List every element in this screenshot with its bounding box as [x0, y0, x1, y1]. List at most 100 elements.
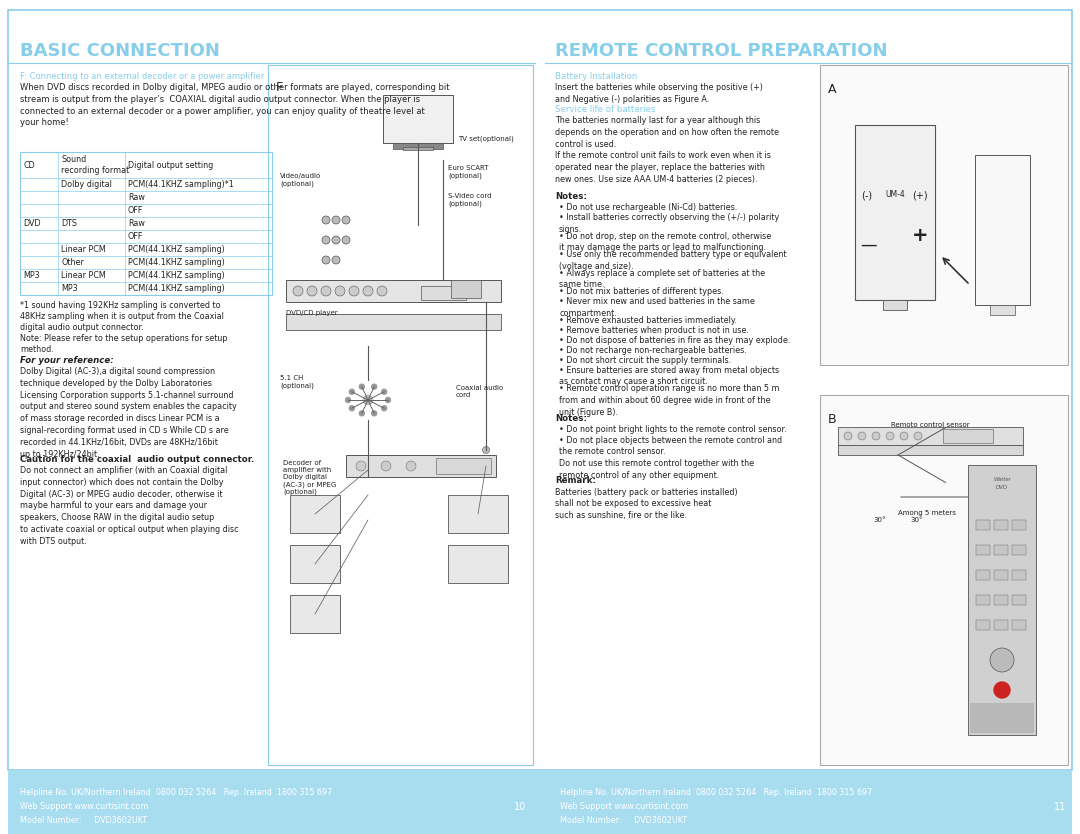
- Text: • Do not mix batteries of different types.: • Do not mix batteries of different type…: [559, 287, 724, 296]
- Circle shape: [363, 395, 373, 405]
- Text: Sound
recording format: Sound recording format: [60, 155, 130, 175]
- Bar: [286, 280, 501, 302]
- Circle shape: [990, 648, 1014, 672]
- Text: When DVD discs recorded in Dolby digital, MPEG audio or other formats are played: When DVD discs recorded in Dolby digital…: [21, 83, 449, 128]
- Text: For your reference:: For your reference:: [21, 356, 113, 365]
- Text: 11: 11: [1054, 802, 1066, 812]
- Bar: [448, 495, 508, 533]
- Text: REMOTE CONTROL PREPARATION: REMOTE CONTROL PREPARATION: [555, 42, 888, 60]
- Text: UM-4: UM-4: [886, 190, 905, 199]
- Bar: [838, 427, 1023, 445]
- Text: • Do not drop, step on the remote control, otherwise
it may damage the parts or : • Do not drop, step on the remote contro…: [559, 232, 771, 253]
- Text: • Remove exhausted batteries immediately.: • Remove exhausted batteries immediately…: [559, 315, 737, 324]
- Text: Service life of batteries: Service life of batteries: [555, 105, 656, 114]
- Text: Insert the batteries while observing the positive (+)
and Negative (-) polaritie: Insert the batteries while observing the…: [555, 83, 762, 103]
- Text: BASIC CONNECTION: BASIC CONNECTION: [21, 42, 220, 60]
- Circle shape: [349, 405, 354, 410]
- Text: F: Connecting to an external decoder or a power amplifier: F: Connecting to an external decoder or …: [21, 72, 265, 81]
- Circle shape: [377, 286, 387, 296]
- Bar: [990, 305, 1015, 315]
- Circle shape: [900, 432, 908, 440]
- Text: Walter: Walter: [994, 477, 1011, 482]
- Circle shape: [322, 236, 330, 244]
- Text: Among 5 meters: Among 5 meters: [897, 510, 956, 516]
- Text: Linear PCM: Linear PCM: [60, 245, 106, 254]
- Bar: [383, 95, 453, 143]
- Bar: [1012, 620, 1026, 630]
- Text: Remark:: Remark:: [555, 475, 596, 485]
- Circle shape: [332, 236, 340, 244]
- Text: • Do not dispose of batteries in fire as they may explode.: • Do not dispose of batteries in fire as…: [559, 335, 791, 344]
- Bar: [883, 300, 907, 310]
- Text: Dolby Digital (AC-3),a digital sound compression
technique developed by the Dolb: Dolby Digital (AC-3),a digital sound com…: [21, 367, 237, 459]
- Text: Helpline No. UK/Northern Ireland  0800 032 5264   Rep. Ireland  1800 315 697: Helpline No. UK/Northern Ireland 0800 03…: [21, 788, 333, 797]
- Text: Linear PCM: Linear PCM: [60, 271, 106, 280]
- Bar: [994, 570, 1008, 580]
- Circle shape: [349, 389, 354, 394]
- Text: Web Support www.curtisint.com: Web Support www.curtisint.com: [561, 802, 688, 811]
- Text: Coaxial audio
cord: Coaxial audio cord: [456, 385, 503, 398]
- Text: S-Video cord
(optional): S-Video cord (optional): [448, 193, 491, 207]
- Text: (+): (+): [913, 190, 928, 200]
- Circle shape: [293, 286, 303, 296]
- Text: PCM(44.1KHZ sampling)*1: PCM(44.1KHZ sampling)*1: [129, 180, 233, 189]
- Text: 5.1 CH
(optional): 5.1 CH (optional): [280, 375, 314, 389]
- Text: MP3: MP3: [23, 271, 40, 280]
- Text: • Never mix new and used batteries in the same
compartment.: • Never mix new and used batteries in th…: [559, 297, 755, 318]
- Text: Do not connect an amplifier (with an Coaxial digital
input connector) which does: Do not connect an amplifier (with an Coa…: [21, 466, 239, 545]
- Circle shape: [914, 432, 922, 440]
- Circle shape: [342, 216, 350, 224]
- Bar: [1012, 570, 1026, 580]
- Bar: [291, 595, 340, 633]
- Circle shape: [360, 411, 364, 416]
- Circle shape: [335, 286, 345, 296]
- Bar: [976, 595, 990, 605]
- Bar: [943, 429, 993, 443]
- Text: • Always replace a complete set of batteries at the
same time.: • Always replace a complete set of batte…: [559, 269, 765, 289]
- Text: A: A: [828, 83, 837, 96]
- Bar: [403, 147, 433, 150]
- Text: PCM(44.1KHZ sampling): PCM(44.1KHZ sampling): [129, 245, 225, 254]
- Bar: [421, 286, 465, 300]
- Text: DTS: DTS: [60, 219, 77, 228]
- Bar: [1012, 545, 1026, 555]
- Circle shape: [321, 286, 330, 296]
- Bar: [976, 620, 990, 630]
- Text: Video/audio
(optional): Video/audio (optional): [280, 173, 321, 187]
- Bar: [393, 143, 443, 149]
- Text: OFF: OFF: [129, 232, 144, 241]
- Bar: [291, 495, 340, 533]
- Text: 30°: 30°: [910, 517, 922, 523]
- Text: • Do not place objects between the remote control and
the remote control sensor.: • Do not place objects between the remot…: [559, 435, 782, 480]
- Bar: [838, 445, 1023, 455]
- Circle shape: [363, 286, 373, 296]
- Text: • Do not use rechargeable (Ni-Cd) batteries.: • Do not use rechargeable (Ni-Cd) batter…: [559, 203, 738, 212]
- Text: Notes:: Notes:: [555, 192, 586, 201]
- Text: CD: CD: [23, 160, 35, 169]
- Text: Helpline No. UK/Northern Ireland  0800 032 5264   Rep. Ireland  1800 315 697: Helpline No. UK/Northern Ireland 0800 03…: [561, 788, 873, 797]
- Text: OFF: OFF: [129, 206, 144, 215]
- Circle shape: [332, 216, 340, 224]
- Text: (-): (-): [862, 190, 873, 200]
- Text: PCM(44.1KHZ sampling): PCM(44.1KHZ sampling): [129, 258, 225, 267]
- Bar: [820, 395, 1068, 765]
- Bar: [346, 455, 496, 477]
- Circle shape: [386, 398, 391, 403]
- Text: DVD: DVD: [996, 485, 1008, 490]
- Text: MP3: MP3: [60, 284, 78, 293]
- Circle shape: [872, 432, 880, 440]
- Circle shape: [381, 405, 387, 410]
- Circle shape: [356, 461, 366, 471]
- Text: *1 sound having 192KHz sampling is converted to
48KHz sampling when it is output: *1 sound having 192KHz sampling is conve…: [21, 301, 228, 354]
- Bar: [291, 545, 340, 583]
- Text: Other: Other: [60, 258, 84, 267]
- Text: Model Number:     DVD3602UKT: Model Number: DVD3602UKT: [21, 816, 147, 825]
- Circle shape: [349, 286, 359, 296]
- Bar: [451, 280, 481, 298]
- Circle shape: [346, 398, 351, 403]
- Circle shape: [886, 432, 894, 440]
- Circle shape: [406, 461, 416, 471]
- Bar: [994, 620, 1008, 630]
- Text: PCM(44.1KHZ sampling): PCM(44.1KHZ sampling): [129, 284, 225, 293]
- Circle shape: [381, 461, 391, 471]
